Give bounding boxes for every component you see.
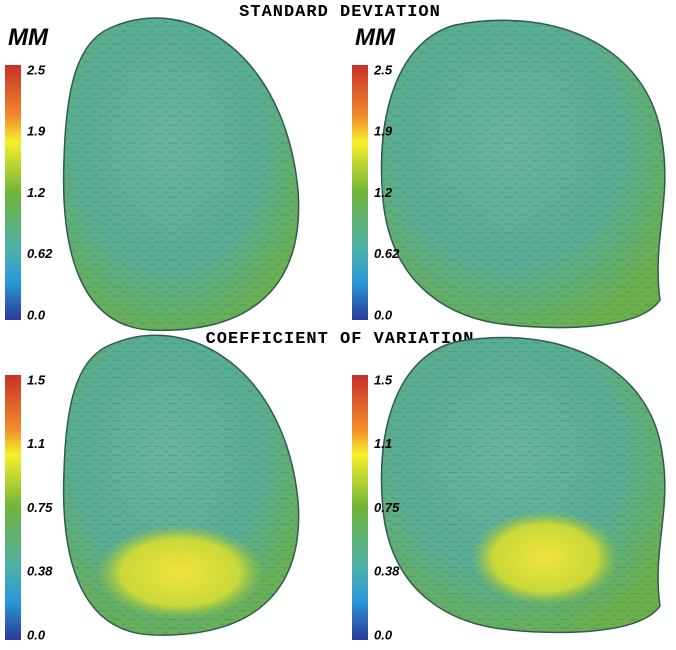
figure: STANDARD DEVIATION MM 2.5 1.9 1.2 0.62 0.0 MM 2.…: [0, 0, 676, 650]
surface-render: [382, 20, 665, 327]
section-title: STANDARD DEVIATION: [239, 3, 441, 22]
colorbar-label: 1.1: [27, 436, 45, 451]
colorbar: [352, 65, 368, 320]
colorbar: [352, 375, 368, 640]
section-title: COEFFICIENT OF VARIATION: [206, 330, 475, 349]
colorbar-label: 1.1: [374, 436, 392, 451]
colorbar-label: 0.0: [27, 627, 46, 642]
colorbar-label: 1.2: [27, 185, 46, 200]
hot-region: [95, 524, 265, 620]
colorbar-label: 1.5: [374, 372, 393, 387]
colorbar-label: 0.38: [27, 564, 53, 579]
colorbar-label: 0.62: [374, 246, 400, 261]
colorbar-label: 1.9: [27, 124, 46, 139]
colorbar-label: 1.9: [374, 124, 393, 139]
colorbar: [5, 375, 21, 640]
surface-render: [64, 335, 299, 635]
colorbar-label: 1.5: [27, 372, 46, 387]
colorbar: [5, 65, 21, 320]
unit-label: MM: [355, 24, 396, 51]
colorbar-label: 0.38: [374, 564, 400, 579]
surface-render: [382, 337, 665, 632]
colorbar-label: 0.75: [374, 500, 400, 515]
colorbar-label: 2.5: [373, 62, 393, 77]
colorbar-label: 0.0: [374, 307, 393, 322]
colorbar-label: 0.75: [27, 500, 53, 515]
surface-texture: [64, 18, 299, 330]
hot-region: [470, 510, 620, 606]
colorbar-label: 0.0: [374, 627, 393, 642]
colorbar-label: 1.2: [374, 185, 393, 200]
colorbar-label: 2.5: [26, 62, 46, 77]
unit-label: MM: [8, 24, 49, 51]
surface-texture: [382, 20, 665, 327]
colorbar-label: 0.62: [27, 246, 53, 261]
surface-render: [64, 18, 299, 330]
colorbar-label: 0.0: [27, 307, 46, 322]
